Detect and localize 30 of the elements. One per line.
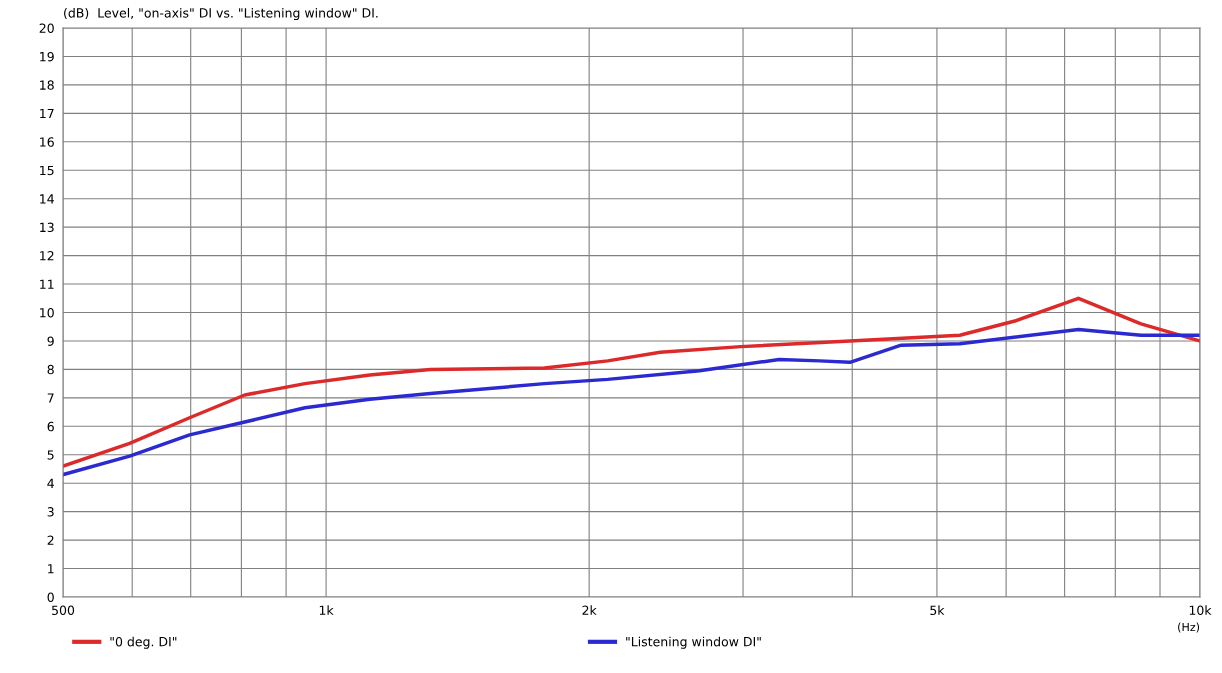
y-tick-label: 15 [40, 165, 54, 176]
y-tick-label: 14 [40, 194, 54, 204]
x-tick-label: 500 [52, 605, 75, 616]
y-tick-label: 13 [40, 222, 54, 233]
y-tick-label: 8 [47, 364, 54, 375]
x-tick-label: 1k [319, 605, 334, 615]
x-tick-label: 10k [1189, 605, 1212, 616]
x-tick-label: 2k [582, 605, 597, 615]
y-tick-label: 17 [40, 108, 54, 119]
y-tick-label: 18 [40, 80, 54, 90]
x-axis-title: (Hz) [1178, 622, 1200, 633]
y-tick-label: 5 [47, 450, 54, 460]
y-tick-label: 10 [40, 307, 54, 318]
legend-label: "0 deg. DI" [110, 636, 177, 649]
y-tick-label: 20 [39, 23, 54, 33]
y-tick-label: 1 [48, 564, 54, 574]
x-tick-label: 5k [930, 605, 945, 616]
y-tick-label: 16 [40, 137, 54, 147]
y-tick-label: 9 [47, 336, 54, 346]
y-tick-label: 4 [47, 478, 54, 488]
legend-label: "Listening window DI" [626, 636, 761, 649]
y-tick-label: 19 [40, 51, 54, 62]
text: (dB) Level, "on-axis" DI vs. "Listening window" DI. [64, 7, 378, 21]
y-tick-label: 7 [47, 393, 54, 403]
y-tick-label: 3 [47, 507, 54, 517]
y-tick-label: 11 [40, 279, 54, 289]
y-tick-label: 6 [47, 421, 54, 432]
y-tick-label: 0 [47, 592, 54, 602]
y-tick-label: 12 [40, 251, 54, 261]
y-tick-label: 2 [47, 535, 54, 545]
